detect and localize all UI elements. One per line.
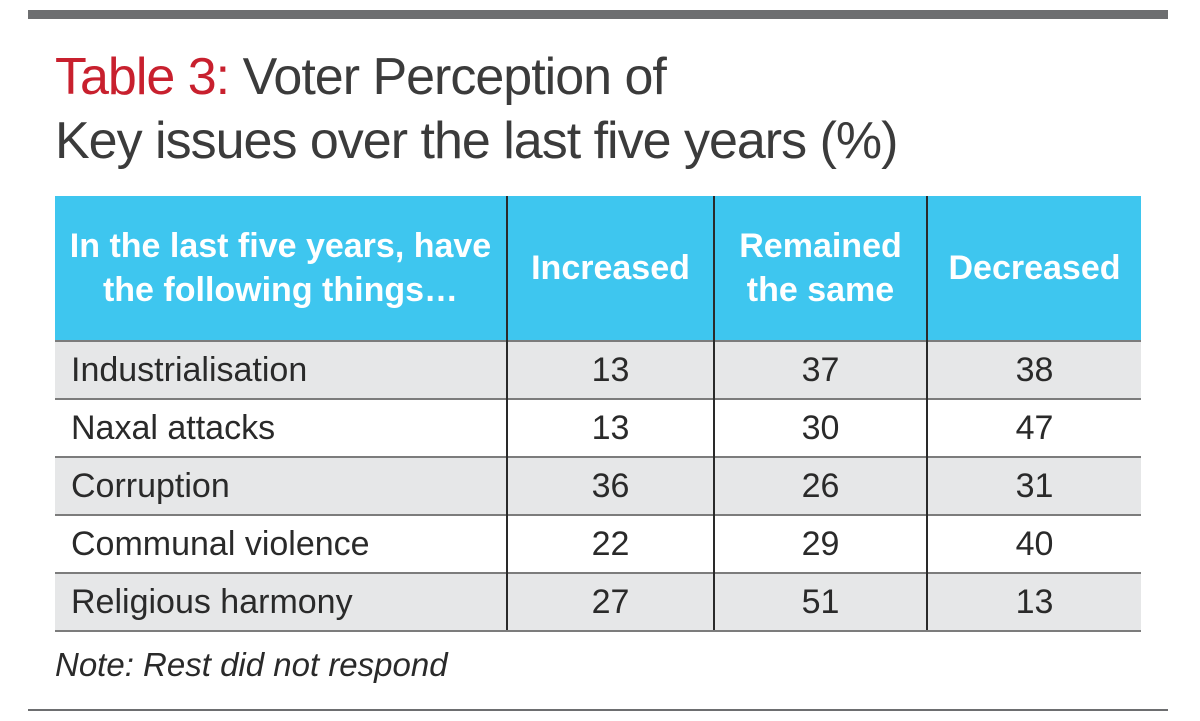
column-header-decreased: Decreased: [926, 196, 1141, 341]
table-row: Corruption 36 26 31: [55, 456, 1141, 515]
row-label: Corruption: [55, 456, 507, 515]
column-header-remained-same: Remained the same: [713, 196, 927, 341]
cell-decreased: 47: [926, 398, 1141, 457]
table-header-row: In the last five years, have the followi…: [55, 196, 1141, 341]
cell-increased: 36: [506, 456, 714, 515]
top-rule: [28, 10, 1168, 19]
cell-decreased: 40: [926, 514, 1141, 573]
cell-increased: 27: [506, 572, 714, 632]
title-lead: Table 3:: [55, 48, 230, 106]
row-label: Communal violence: [55, 514, 507, 573]
cell-remained-same: 30: [713, 398, 927, 457]
cell-remained-same: 26: [713, 456, 927, 515]
bottom-rule: [28, 709, 1168, 711]
table-note: Note: Rest did not respond: [55, 646, 448, 683]
cell-remained-same: 29: [713, 514, 927, 573]
perception-table: In the last five years, have the followi…: [55, 196, 1141, 632]
cell-remained-same: 37: [713, 340, 927, 399]
cell-increased: 22: [506, 514, 714, 573]
cell-remained-same: 51: [713, 572, 927, 632]
title-line1: Voter Perception of: [229, 48, 667, 106]
cell-increased: 13: [506, 398, 714, 457]
table-row: Communal violence 22 29 40: [55, 514, 1141, 573]
table-row: Naxal attacks 13 30 47: [55, 398, 1141, 457]
row-label: Industrialisation: [55, 340, 507, 399]
cell-decreased: 38: [926, 340, 1141, 399]
table-row: Industrialisation 13 37 38: [55, 340, 1141, 399]
cell-decreased: 31: [926, 456, 1141, 515]
page-title: Table 3: Voter Perception of Key issues …: [55, 45, 1155, 173]
column-header-question: In the last five years, have the followi…: [55, 196, 507, 341]
column-header-increased: Increased: [506, 196, 714, 341]
table-row: Religious harmony 27 51 13: [55, 572, 1141, 632]
row-label: Naxal attacks: [55, 398, 507, 457]
title-line2: Key issues over the last five years (%): [55, 112, 898, 170]
cell-decreased: 13: [926, 572, 1141, 632]
row-label: Religious harmony: [55, 572, 507, 632]
cell-increased: 13: [506, 340, 714, 399]
